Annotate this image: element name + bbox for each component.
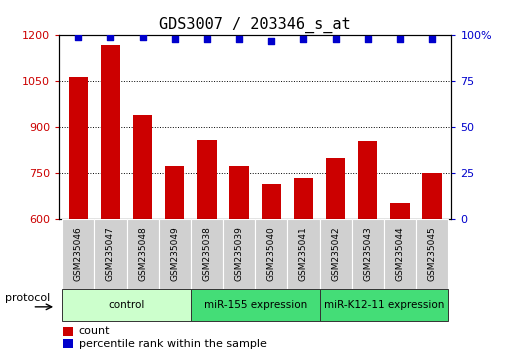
- Bar: [390, 202, 409, 219]
- Text: GSM235039: GSM235039: [234, 227, 244, 281]
- Bar: [358, 141, 378, 219]
- Point: [106, 34, 114, 40]
- Bar: [69, 77, 88, 219]
- FancyBboxPatch shape: [62, 289, 191, 321]
- Bar: [133, 115, 152, 219]
- FancyBboxPatch shape: [320, 289, 448, 321]
- Text: GSM235047: GSM235047: [106, 227, 115, 281]
- Text: GSM235044: GSM235044: [396, 227, 404, 281]
- Point: [267, 38, 275, 44]
- Text: control: control: [108, 300, 145, 310]
- FancyBboxPatch shape: [159, 219, 191, 289]
- Text: GSM235046: GSM235046: [74, 227, 83, 281]
- Text: miR-155 expression: miR-155 expression: [204, 300, 307, 310]
- Text: GSM235049: GSM235049: [170, 227, 180, 281]
- Point: [428, 36, 436, 42]
- Point: [300, 36, 308, 42]
- Text: GSM235041: GSM235041: [299, 227, 308, 281]
- FancyBboxPatch shape: [320, 219, 352, 289]
- Text: GSM235043: GSM235043: [363, 227, 372, 281]
- FancyBboxPatch shape: [191, 219, 223, 289]
- Point: [139, 34, 147, 40]
- Text: GSM235042: GSM235042: [331, 227, 340, 281]
- Point: [364, 36, 372, 42]
- Text: GSM235048: GSM235048: [138, 227, 147, 281]
- Point: [235, 36, 243, 42]
- Bar: [198, 140, 216, 219]
- Point: [74, 34, 83, 40]
- Bar: [423, 173, 442, 219]
- FancyBboxPatch shape: [62, 219, 94, 289]
- Bar: [229, 166, 249, 219]
- Bar: [63, 326, 73, 336]
- Bar: [63, 339, 73, 348]
- Text: count: count: [78, 326, 110, 336]
- Text: protocol: protocol: [5, 293, 50, 303]
- FancyBboxPatch shape: [352, 219, 384, 289]
- FancyBboxPatch shape: [255, 219, 287, 289]
- Text: GSM235045: GSM235045: [428, 227, 437, 281]
- Text: percentile rank within the sample: percentile rank within the sample: [78, 339, 266, 349]
- FancyBboxPatch shape: [287, 219, 320, 289]
- Text: GSM235040: GSM235040: [267, 227, 276, 281]
- Point: [331, 36, 340, 42]
- Bar: [101, 45, 120, 219]
- FancyBboxPatch shape: [127, 219, 159, 289]
- FancyBboxPatch shape: [191, 289, 320, 321]
- Point: [396, 36, 404, 42]
- Title: GDS3007 / 203346_s_at: GDS3007 / 203346_s_at: [160, 16, 351, 33]
- Bar: [262, 184, 281, 219]
- Bar: [294, 178, 313, 219]
- FancyBboxPatch shape: [94, 219, 127, 289]
- FancyBboxPatch shape: [223, 219, 255, 289]
- Bar: [165, 166, 185, 219]
- Text: miR-K12-11 expression: miR-K12-11 expression: [324, 300, 444, 310]
- Bar: [326, 158, 345, 219]
- FancyBboxPatch shape: [384, 219, 416, 289]
- Point: [171, 36, 179, 42]
- FancyBboxPatch shape: [416, 219, 448, 289]
- Text: GSM235038: GSM235038: [203, 227, 211, 281]
- Point: [203, 36, 211, 42]
